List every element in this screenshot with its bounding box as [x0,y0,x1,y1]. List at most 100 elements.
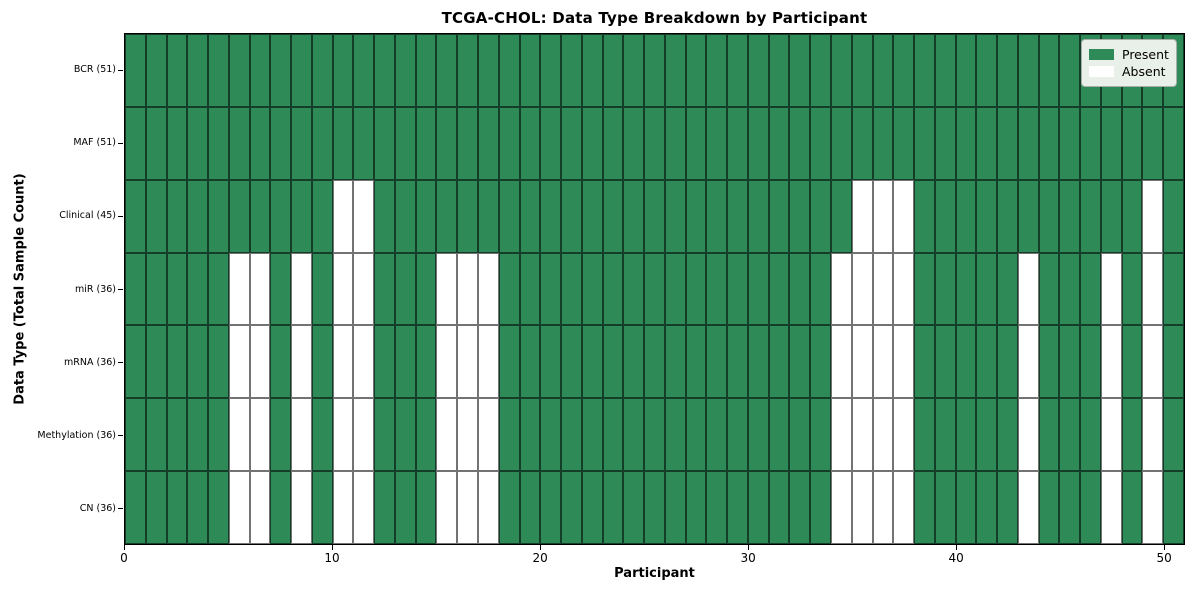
heatmap-cell [644,106,665,180]
heatmap-cell [810,106,831,180]
heatmap-cell [706,325,728,399]
heatmap-cell [436,106,458,180]
heatmap-cell [477,34,499,107]
heatmap-cell [353,34,375,107]
heatmap-cell [228,106,250,180]
heatmap-cell [353,179,375,253]
heatmap-cell [415,471,437,544]
heatmap-cell [374,179,395,253]
heatmap-cell [934,106,956,180]
heatmap-cell [125,398,146,472]
x-axis-label: Participant [614,566,695,581]
heatmap-cell [914,179,935,253]
heatmap-cell [685,179,707,253]
heatmap-cell [249,34,271,107]
heatmap-cell [602,325,624,399]
heatmap-cell [851,471,873,544]
heatmap-cell [145,252,167,326]
plot-area [124,33,1185,545]
heatmap-cell [581,179,603,253]
y-tick-label: Methylation (36) [37,429,116,441]
heatmap-cell [955,252,977,326]
heatmap-cell [270,398,292,472]
heatmap-cell [1142,398,1164,472]
heatmap-cell [561,34,582,107]
y-tick-mark [118,362,123,364]
heatmap-cell [851,325,873,399]
heatmap-cell [664,398,686,472]
y-tick-mark [118,508,123,510]
heatmap-cell [623,471,645,544]
heatmap-cell [914,325,935,399]
heatmap-cell [851,106,873,180]
heatmap-cell [498,471,520,544]
heatmap-cell [893,34,915,107]
heatmap-cell [561,471,582,544]
heatmap-cell [810,252,831,326]
heatmap-cell [145,398,167,472]
heatmap-cell [457,252,478,326]
y-tick-mark [118,142,123,144]
heatmap-cell [872,325,894,399]
heatmap-cell [166,106,188,180]
heatmap-cell [914,106,935,180]
heatmap-cell [311,325,333,399]
heatmap-cell [872,179,894,253]
heatmap-cell [457,471,478,544]
heatmap-cell [249,471,271,544]
heatmap-cell [1080,471,1101,544]
heatmap-cell [519,179,541,253]
heatmap-cell [1163,179,1184,253]
heatmap-cell [540,106,562,180]
heatmap-cell [1038,34,1060,107]
heatmap-cell [1017,106,1039,180]
y-tick-mark [118,69,123,71]
heatmap-cell [872,398,894,472]
heatmap-cell [1017,34,1039,107]
heatmap-cell [1017,471,1039,544]
heatmap-cell [125,106,146,180]
heatmap-cell [747,252,769,326]
heatmap-cell [166,325,188,399]
heatmap-cell [208,252,229,326]
heatmap-cell [830,252,852,326]
heatmap-cell [727,325,748,399]
heatmap-cell [1100,252,1122,326]
heatmap-cell [145,325,167,399]
heatmap-cell [934,398,956,472]
heatmap-cell [872,106,894,180]
heatmap-cell [997,398,1018,472]
heatmap-cell [810,34,831,107]
heatmap-cell [1163,106,1184,180]
heatmap-cell [1121,471,1143,544]
heatmap-cell [291,252,312,326]
heatmap-cell [1017,398,1039,472]
heatmap-cell [893,106,915,180]
x-tick-mark [332,545,334,550]
heatmap-cell [125,471,146,544]
x-tick-label: 50 [1156,551,1172,565]
heatmap-cell [706,179,728,253]
heatmap-cell [934,34,956,107]
heatmap-cell [727,252,748,326]
heatmap-cell [332,398,354,472]
heatmap-cell [519,34,541,107]
heatmap-cell [685,398,707,472]
heatmap-cell [477,471,499,544]
heatmap-cell [955,325,977,399]
heatmap-cell [706,34,728,107]
legend-label: Absent [1122,64,1166,79]
heatmap-cell [332,179,354,253]
heatmap-cell [394,471,416,544]
heatmap-cell [644,471,665,544]
heatmap-cell [561,252,582,326]
heatmap-cell [436,398,458,472]
heatmap-cell [581,34,603,107]
heatmap-cell [166,252,188,326]
heatmap-cell [914,252,935,326]
heatmap-cell [561,179,582,253]
heatmap-cell [602,106,624,180]
heatmap-cell [228,325,250,399]
heatmap-cell [997,471,1018,544]
heatmap-cell [249,106,271,180]
